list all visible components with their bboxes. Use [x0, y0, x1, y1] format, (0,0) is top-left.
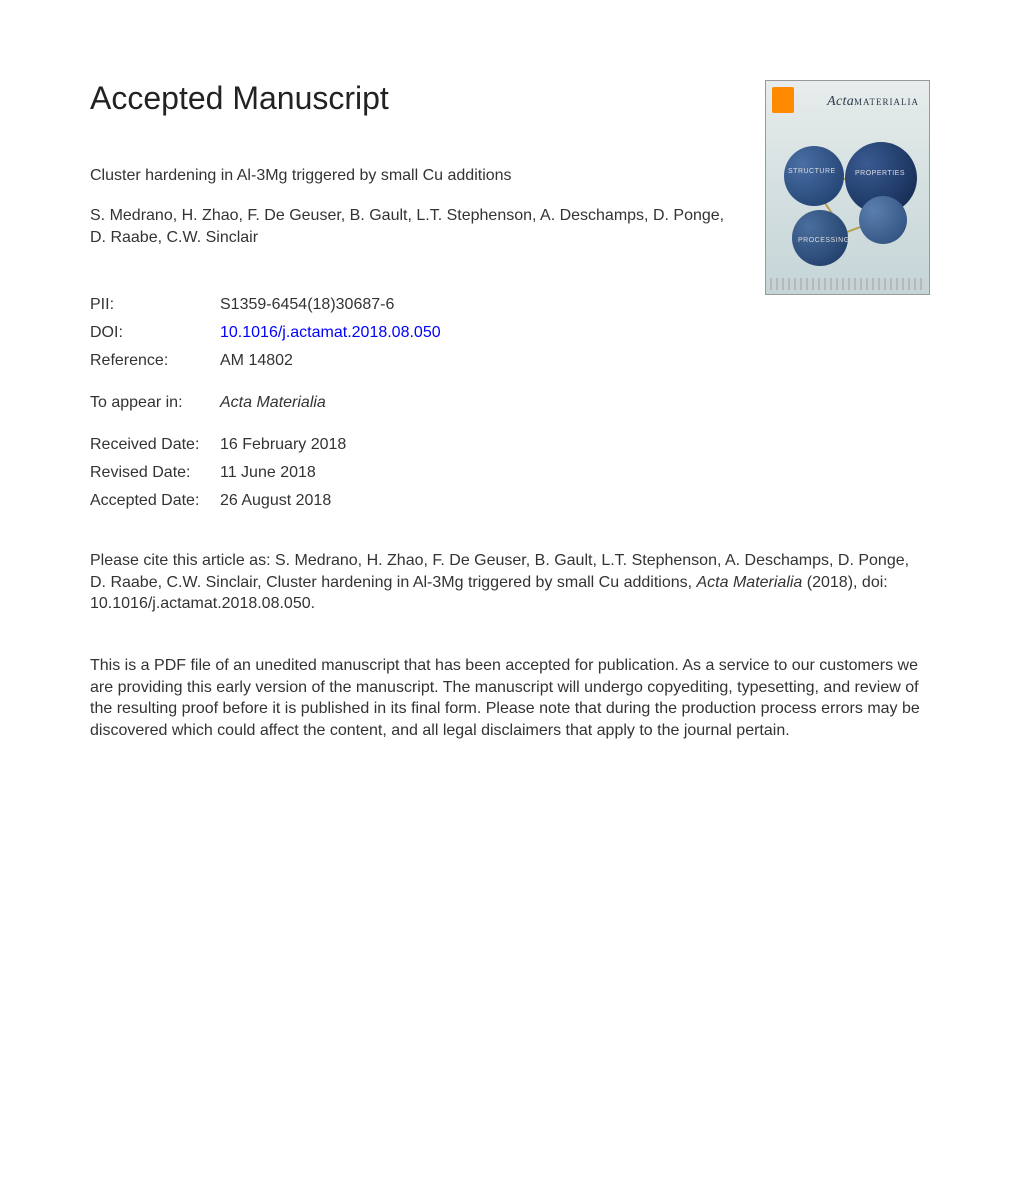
- article-authors: S. Medrano, H. Zhao, F. De Geuser, B. Ga…: [90, 205, 730, 248]
- meta-row-reference: Reference: AM 14802: [90, 352, 930, 370]
- meta-label: PII:: [90, 296, 220, 314]
- meta-label: Reference:: [90, 352, 220, 370]
- disclaimer-paragraph: This is a PDF file of an unedited manusc…: [90, 655, 925, 741]
- meta-value-journal: Acta Materialia: [220, 394, 326, 412]
- cover-journal-italic: Acta: [827, 94, 854, 109]
- meta-label: Received Date:: [90, 436, 220, 454]
- cover-journal-name: ActaMATERIALIA: [827, 94, 919, 110]
- cover-footer-strip-icon: [770, 278, 925, 290]
- meta-row-appear: To appear in: Acta Materialia: [90, 394, 930, 412]
- meta-row-doi: DOI: 10.1016/j.actamat.2018.08.050: [90, 324, 930, 342]
- journal-cover-thumbnail: ActaMATERIALIA STRUCTURE PROPERTIES PROC…: [765, 80, 930, 295]
- cover-node-label: PROCESSING: [798, 237, 850, 244]
- meta-row-accepted: Accepted Date: 26 August 2018: [90, 492, 930, 510]
- meta-value: 16 February 2018: [220, 436, 346, 454]
- meta-label: DOI:: [90, 324, 220, 342]
- meta-value: 11 June 2018: [220, 464, 316, 482]
- cover-node-label: PROPERTIES: [855, 170, 905, 177]
- cover-journal-caps: MATERIALIA: [854, 97, 919, 107]
- elsevier-logo-icon: [772, 87, 794, 113]
- meta-value: 26 August 2018: [220, 492, 331, 510]
- cover-diagram: STRUCTURE PROPERTIES PROCESSING: [766, 136, 929, 294]
- article-title: Cluster hardening in Al-3Mg triggered by…: [90, 167, 730, 185]
- meta-label: Revised Date:: [90, 464, 220, 482]
- citation-journal-italic: Acta Materialia: [697, 574, 803, 591]
- doi-link[interactable]: 10.1016/j.actamat.2018.08.050: [220, 324, 441, 342]
- cover-header: ActaMATERIALIA: [772, 87, 923, 117]
- spacer: [90, 380, 930, 394]
- meta-row-received: Received Date: 16 February 2018: [90, 436, 930, 454]
- spacer: [90, 422, 930, 436]
- meta-row-pii: PII: S1359-6454(18)30687-6: [90, 296, 930, 314]
- meta-value: S1359-6454(18)30687-6: [220, 296, 394, 314]
- meta-label: Accepted Date:: [90, 492, 220, 510]
- metadata-table: PII: S1359-6454(18)30687-6 DOI: 10.1016/…: [90, 296, 930, 510]
- cover-node-label: STRUCTURE: [788, 168, 836, 175]
- meta-row-revised: Revised Date: 11 June 2018: [90, 464, 930, 482]
- disclaimer-text: This is a PDF file of an unedited manusc…: [90, 657, 924, 739]
- manuscript-title-page: Accepted Manuscript ActaMATERIALIA STRUC…: [0, 0, 1020, 801]
- meta-label: To appear in:: [90, 394, 220, 412]
- meta-value: AM 14802: [220, 352, 293, 370]
- citation-paragraph: Please cite this article as: S. Medrano,…: [90, 550, 925, 615]
- cover-node-icon: [784, 146, 844, 206]
- cover-node-icon: [859, 196, 907, 244]
